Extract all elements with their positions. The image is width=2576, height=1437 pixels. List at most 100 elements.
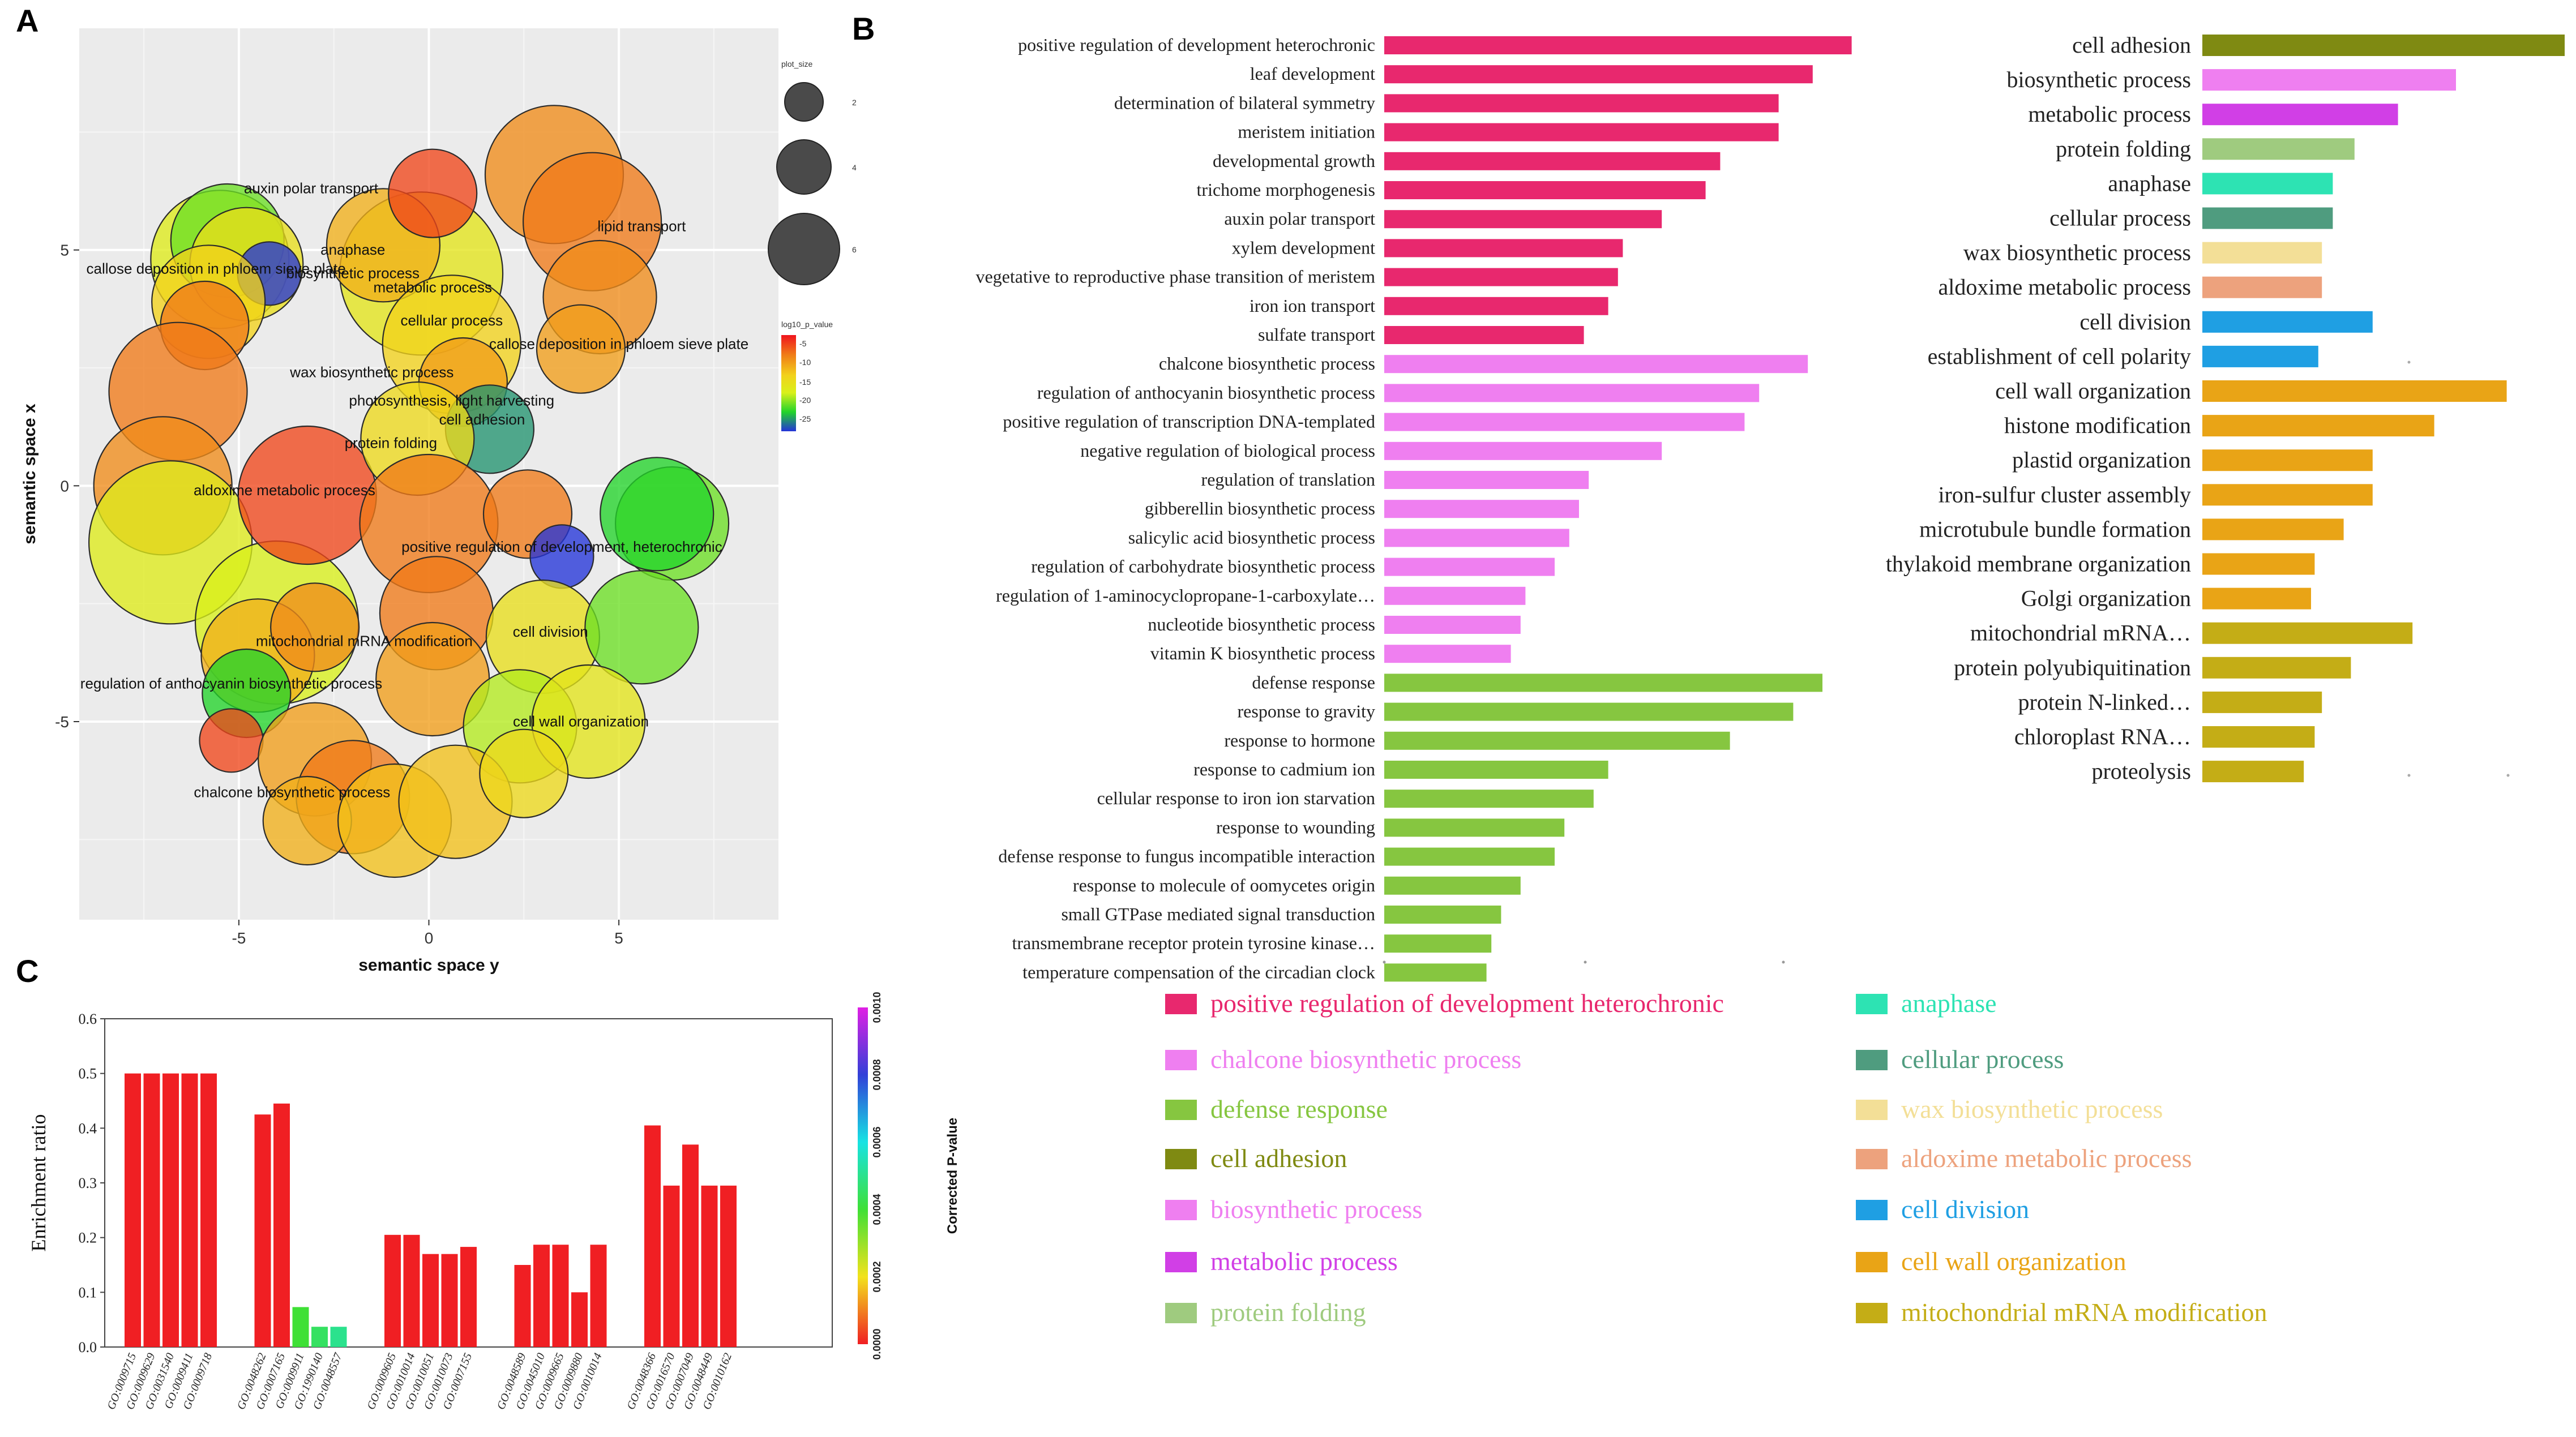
legend-swatch (1165, 1050, 1197, 1070)
bar-label: xylem development (1232, 237, 1375, 258)
bubble-label: cellular process (400, 312, 503, 329)
color-legend-tick: -15 (799, 378, 811, 387)
bubble-label: protein folding (345, 435, 437, 452)
bar-label: histone modification (2004, 413, 2191, 438)
bar (2202, 622, 2413, 644)
bubble-label: photosynthesis, light harvesting (349, 392, 554, 409)
bar (1384, 557, 1555, 576)
bar (2202, 242, 2322, 264)
bar (514, 1265, 531, 1347)
bar (1384, 731, 1730, 750)
y-tick-label: 0.6 (79, 1011, 97, 1027)
legend-swatch (1165, 1149, 1197, 1169)
bar-label: regulation of carbohydrate biosynthetic … (1031, 556, 1375, 577)
bar-label: biosynthetic process (2007, 67, 2192, 92)
bubble (388, 148, 478, 238)
bar-label: leaf development (1250, 63, 1375, 84)
bar-label: cell wall organization (1995, 378, 2191, 404)
bar-label: establishment of cell polarity (1928, 344, 2191, 369)
panel-a-letter: A (16, 3, 38, 38)
bar-label: cellular process (2049, 205, 2191, 231)
bar (2202, 553, 2315, 575)
legend-swatch (1856, 1303, 1888, 1323)
bar (1384, 702, 1794, 721)
bar-label: mitochondrial mRNA… (1970, 620, 2191, 646)
bar-label: sulfate transport (1258, 324, 1375, 345)
bar-label: plastid organization (2012, 447, 2191, 473)
bar (1384, 471, 1589, 489)
legend-label: cellular process (1901, 1045, 2064, 1074)
bar-label: positive regulation of development heter… (1018, 35, 1375, 55)
bar (1384, 674, 1822, 692)
bar-label: salicylic acid biosynthetic process (1128, 527, 1375, 547)
bar (1384, 529, 1569, 547)
bar (311, 1327, 328, 1347)
bar-label: protein N-linked… (2018, 689, 2192, 715)
bar (2202, 345, 2318, 367)
x-tick-label: -5 (232, 929, 246, 947)
bar-label: wax biosynthetic process (1963, 240, 2191, 265)
legend-label: biosynthetic process (1210, 1195, 1422, 1224)
bubble-label: wax biosynthetic process (289, 364, 453, 381)
bar (2202, 69, 2456, 91)
bar (422, 1254, 439, 1347)
bar (1384, 355, 1808, 374)
bar (181, 1073, 198, 1347)
bar-label: Golgi organization (2021, 586, 2191, 611)
bar (1384, 876, 1521, 895)
bar (1384, 441, 1662, 460)
axis-dot (1584, 960, 1587, 964)
bar-label: small GTPase mediated signal transductio… (1061, 904, 1375, 924)
legend-swatch (1165, 1100, 1197, 1120)
bar (2202, 207, 2333, 229)
bar (384, 1234, 401, 1347)
bar (2202, 104, 2398, 126)
bar (200, 1073, 217, 1347)
bar-label: cellular response to iron ion starvation (1097, 788, 1375, 808)
bar (2202, 691, 2322, 713)
y-tick-label: 0.0 (79, 1339, 97, 1356)
bar-label: chloroplast RNA… (2014, 724, 2191, 749)
bar (273, 1103, 290, 1347)
bar (1384, 384, 1760, 402)
bar-label: iron-sulfur cluster assembly (1938, 482, 2191, 507)
bar-label: trichome morphogenesis (1197, 179, 1375, 200)
bar-label: vitamin K biosynthetic process (1150, 643, 1375, 663)
colorbar-tick: 0.0010 (871, 992, 883, 1023)
bar-label: temperature compensation of the circadia… (1022, 962, 1375, 982)
bubble-label: callose deposition in phloem sieve plate (87, 260, 346, 277)
panel-b-bar-chart: positive regulation of development heter… (975, 35, 1852, 982)
axis-dot (2407, 361, 2411, 364)
y-tick-label: 0.4 (79, 1120, 97, 1136)
color-legend-title: log10_p_value (781, 320, 833, 329)
colorbar-tick: 0.0006 (871, 1126, 883, 1157)
bar (1384, 123, 1779, 141)
bar (2202, 518, 2344, 541)
bar-label: thylakoid membrane organization (1886, 551, 2191, 577)
bubble-label: cell division (513, 623, 588, 640)
bar (1384, 326, 1584, 344)
bar (1384, 906, 1501, 924)
size-legend-circle (768, 213, 840, 285)
y-tick-label: 0.5 (79, 1066, 97, 1082)
legend-swatch (1165, 994, 1197, 1014)
legend-label: metabolic process (1210, 1247, 1398, 1276)
bar (2202, 587, 2311, 610)
y-tick-label: 0.3 (79, 1175, 97, 1191)
bar (1384, 239, 1623, 258)
legend-swatch (1856, 1100, 1888, 1120)
bar-label: positive regulation of transcription DNA… (1003, 411, 1375, 432)
bar (1384, 297, 1608, 315)
y-tick-label: 0.1 (79, 1284, 97, 1301)
bar (403, 1234, 420, 1347)
bar (1384, 413, 1745, 431)
bar-label: protein folding (2056, 136, 2191, 161)
colorbar-title: Corrected P-value (945, 1118, 960, 1234)
legend-label: mitochondrial mRNA modification (1901, 1298, 2267, 1327)
bubble-label: aldoxime metabolic process (194, 482, 375, 499)
bar (1384, 790, 1594, 808)
bubble-label: cell adhesion (439, 411, 525, 428)
bar (1384, 94, 1779, 113)
legend-label: wax biosynthetic process (1901, 1095, 2163, 1123)
bubble (536, 304, 626, 394)
